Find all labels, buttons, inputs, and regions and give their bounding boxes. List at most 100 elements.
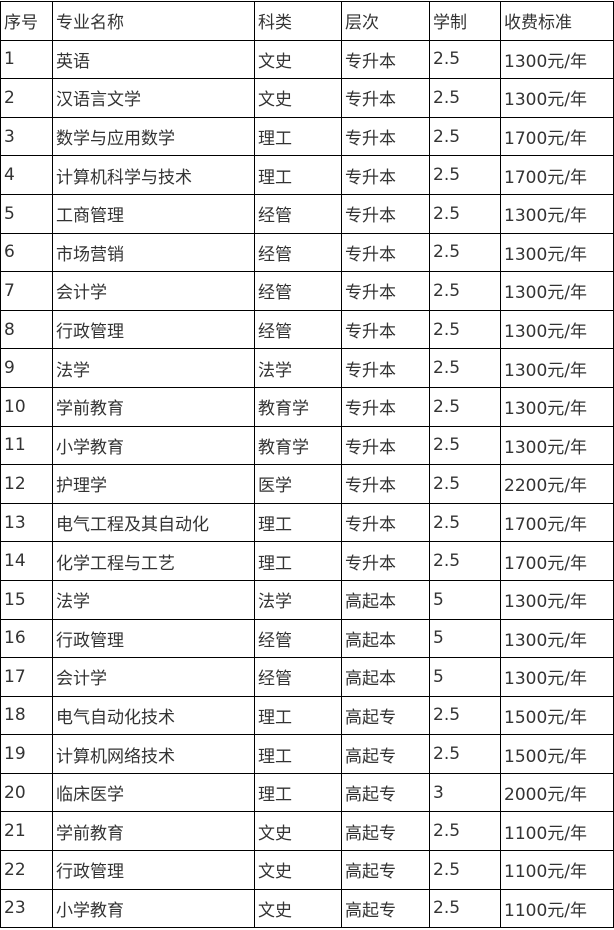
cell-index: 4 xyxy=(0,155,53,195)
header-row: 序号 专业名称 科类 层次 学制 收费标准 xyxy=(0,1,614,41)
cell-level: 高起本 xyxy=(341,579,430,620)
cell-fee: 1700元/年 xyxy=(500,541,614,581)
cell-index: 6 xyxy=(0,232,53,273)
cell-major-name: 数学与应用数学 xyxy=(52,116,255,157)
cell-major-name: 行政管理 xyxy=(52,618,255,659)
cell-duration: 2.5 xyxy=(429,811,501,852)
cell-level: 高起专 xyxy=(341,695,430,736)
cell-index: 7 xyxy=(0,271,53,311)
cell-category: 理工 xyxy=(254,502,342,543)
table-row: 3 数学与应用数学 理工 专升本 2.5 1700元/年 xyxy=(0,116,614,157)
cell-fee: 1300元/年 xyxy=(500,39,614,80)
cell-duration: 2.5 xyxy=(429,425,501,466)
cell-index: 12 xyxy=(0,464,53,504)
cell-level: 高起专 xyxy=(341,772,430,813)
cell-category: 经管 xyxy=(254,271,342,311)
cell-major-name: 行政管理 xyxy=(52,850,255,890)
cell-index: 17 xyxy=(0,657,53,697)
cell-fee: 1300元/年 xyxy=(500,78,614,118)
cell-fee: 1300元/年 xyxy=(500,232,614,273)
cell-index: 1 xyxy=(0,39,53,80)
cell-level: 专升本 xyxy=(341,386,430,427)
table-row: 16 行政管理 经管 高起本 5 1300元/年 xyxy=(0,618,614,659)
header-index: 序号 xyxy=(0,1,53,41)
header-duration: 学制 xyxy=(429,1,501,41)
cell-level: 专升本 xyxy=(341,155,430,195)
cell-duration: 3 xyxy=(429,772,501,813)
cell-category: 理工 xyxy=(254,772,342,813)
cell-major-name: 电气自动化技术 xyxy=(52,695,255,736)
cell-index: 13 xyxy=(0,502,53,543)
cell-major-name: 汉语言文学 xyxy=(52,78,255,118)
cell-fee: 1100元/年 xyxy=(500,850,614,890)
cell-duration: 2.5 xyxy=(429,695,501,736)
cell-duration: 2.5 xyxy=(429,232,501,273)
cell-fee: 2200元/年 xyxy=(500,464,614,504)
cell-major-name: 学前教育 xyxy=(52,386,255,427)
cell-level: 专升本 xyxy=(341,232,430,273)
cell-category: 经管 xyxy=(254,657,342,697)
cell-category: 文史 xyxy=(254,39,342,80)
cell-category: 理工 xyxy=(254,695,342,736)
table-row: 8 行政管理 经管 专升本 2.5 1300元/年 xyxy=(0,309,614,350)
cell-index: 10 xyxy=(0,386,53,427)
cell-category: 理工 xyxy=(254,734,342,774)
table-row: 22 行政管理 文史 高起专 2.5 1100元/年 xyxy=(0,850,614,890)
cell-index: 9 xyxy=(0,348,53,388)
cell-category: 理工 xyxy=(254,541,342,581)
cell-index: 3 xyxy=(0,116,53,157)
cell-major-name: 英语 xyxy=(52,39,255,80)
cell-category: 理工 xyxy=(254,155,342,195)
cell-category: 教育学 xyxy=(254,425,342,466)
cell-level: 高起专 xyxy=(341,850,430,890)
cell-fee: 1100元/年 xyxy=(500,888,614,929)
cell-major-name: 行政管理 xyxy=(52,309,255,350)
table-row: 17 会计学 经管 高起本 5 1300元/年 xyxy=(0,657,614,697)
table-row: 23 小学教育 文史 高起专 2.5 1100元/年 xyxy=(0,888,614,929)
cell-duration: 2.5 xyxy=(429,386,501,427)
header-major-name: 专业名称 xyxy=(52,1,255,41)
table-row: 15 法学 法学 高起本 5 1300元/年 xyxy=(0,579,614,620)
cell-level: 高起本 xyxy=(341,618,430,659)
cell-level: 专升本 xyxy=(341,271,430,311)
cell-major-name: 市场营销 xyxy=(52,232,255,273)
table-row: 18 电气自动化技术 理工 高起专 2.5 1500元/年 xyxy=(0,695,614,736)
cell-index: 2 xyxy=(0,78,53,118)
cell-fee: 1300元/年 xyxy=(500,579,614,620)
cell-duration: 2.5 xyxy=(429,116,501,157)
cell-major-name: 学前教育 xyxy=(52,811,255,852)
table-row: 9 法学 法学 专升本 2.5 1300元/年 xyxy=(0,348,614,388)
cell-fee: 1300元/年 xyxy=(500,193,614,234)
cell-major-name: 小学教育 xyxy=(52,425,255,466)
cell-fee: 1700元/年 xyxy=(500,116,614,157)
cell-duration: 2.5 xyxy=(429,348,501,388)
table-row: 11 小学教育 教育学 专升本 2.5 1300元/年 xyxy=(0,425,614,466)
cell-category: 文史 xyxy=(254,850,342,890)
cell-duration: 2.5 xyxy=(429,888,501,929)
cell-fee: 1300元/年 xyxy=(500,271,614,311)
cell-duration: 2.5 xyxy=(429,78,501,118)
cell-category: 教育学 xyxy=(254,386,342,427)
cell-level: 专升本 xyxy=(341,39,430,80)
cell-major-name: 会计学 xyxy=(52,271,255,311)
cell-duration: 5 xyxy=(429,618,501,659)
table-row: 20 临床医学 理工 高起专 3 2000元/年 xyxy=(0,772,614,813)
cell-level: 专升本 xyxy=(341,116,430,157)
cell-index: 20 xyxy=(0,772,53,813)
cell-category: 文史 xyxy=(254,78,342,118)
cell-duration: 2.5 xyxy=(429,734,501,774)
cell-level: 专升本 xyxy=(341,78,430,118)
table-row: 5 工商管理 经管 专升本 2.5 1300元/年 xyxy=(0,193,614,234)
cell-major-name: 法学 xyxy=(52,348,255,388)
cell-level: 专升本 xyxy=(341,309,430,350)
header-level: 层次 xyxy=(341,1,430,41)
cell-fee: 1500元/年 xyxy=(500,695,614,736)
cell-duration: 2.5 xyxy=(429,39,501,80)
cell-index: 16 xyxy=(0,618,53,659)
cell-duration: 2.5 xyxy=(429,309,501,350)
cell-duration: 2.5 xyxy=(429,502,501,543)
cell-level: 专升本 xyxy=(341,193,430,234)
table-row: 4 计算机科学与技术 理工 专升本 2.5 1700元/年 xyxy=(0,155,614,195)
cell-fee: 1100元/年 xyxy=(500,811,614,852)
